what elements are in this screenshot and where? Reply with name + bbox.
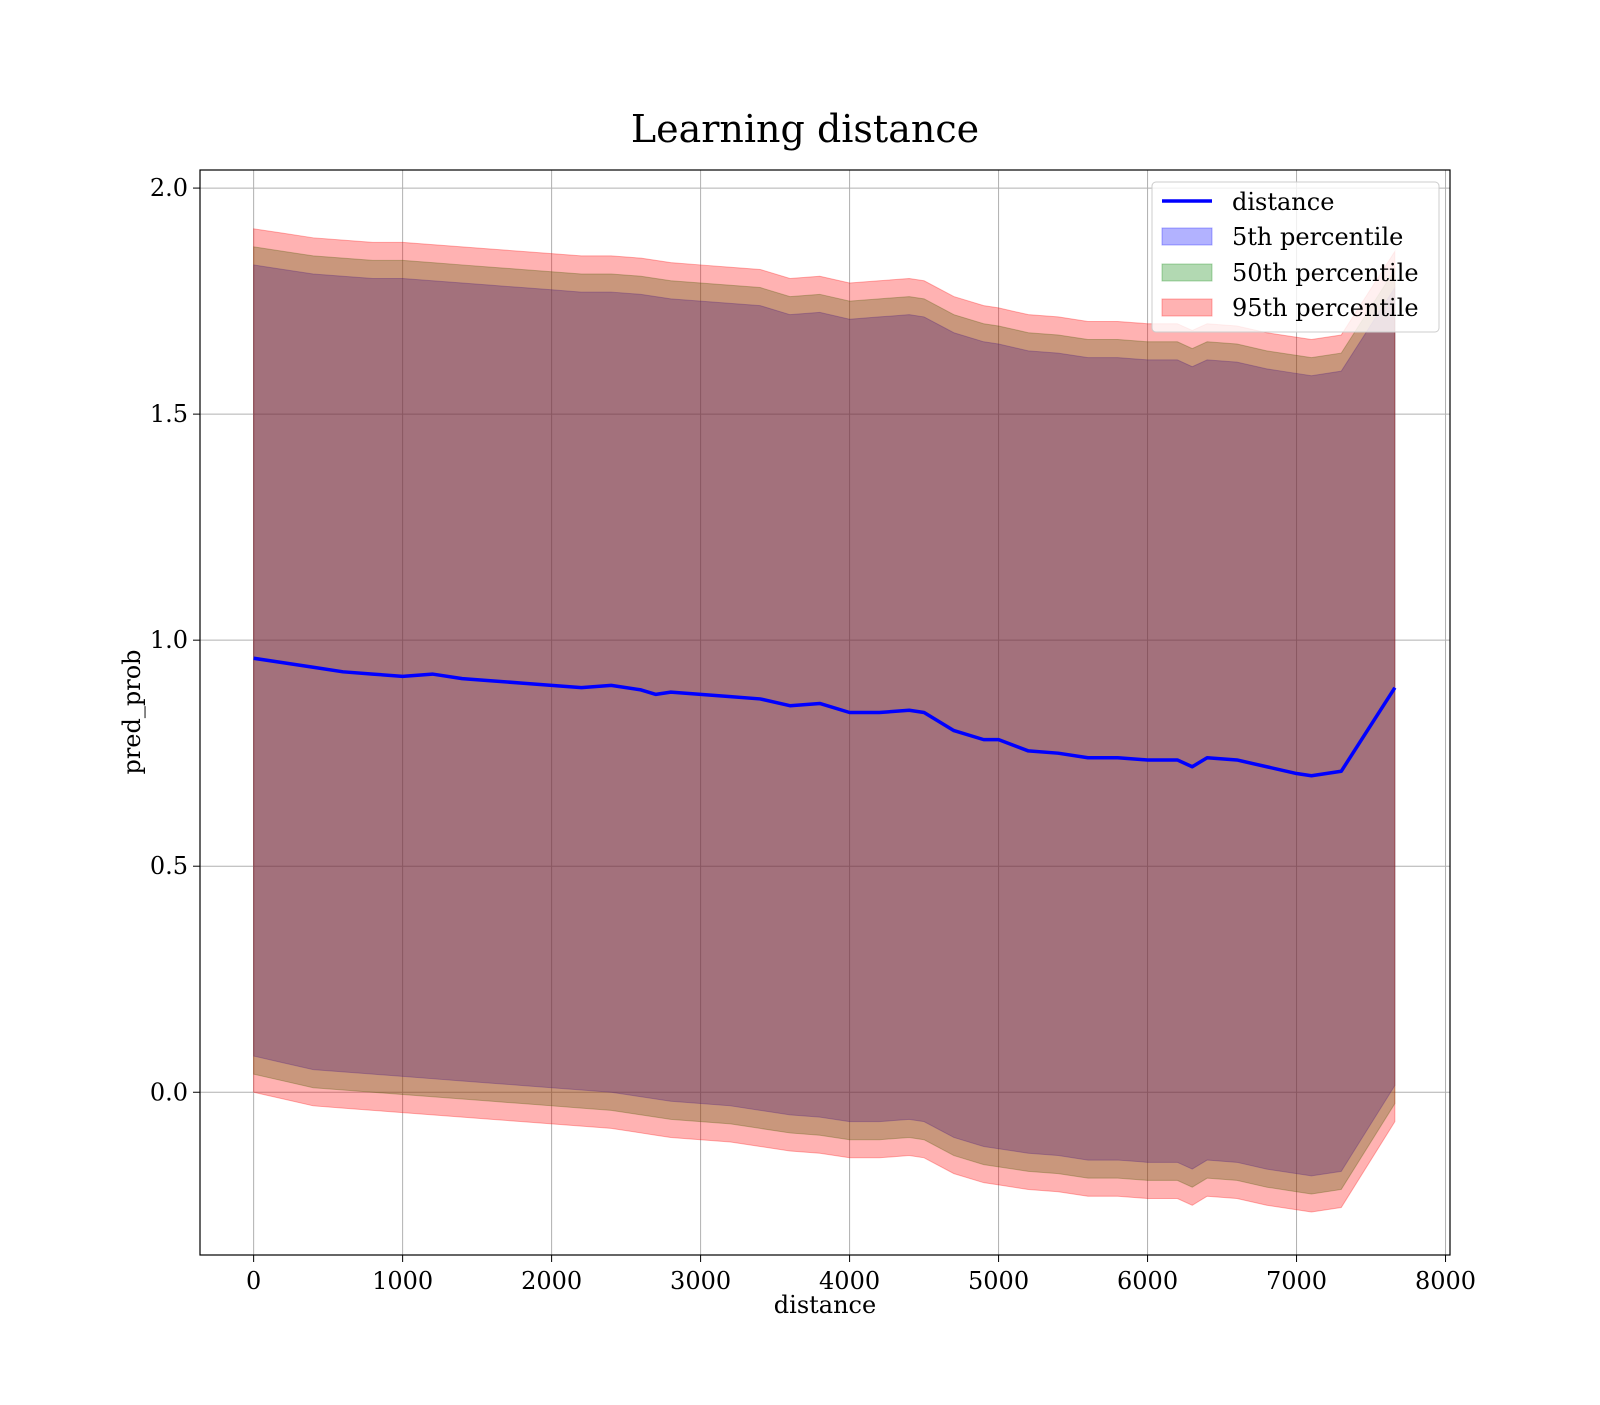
- tick-layer: 0 1000 2000 3000 4000 5000 6000 7000 8000 0.0 0.5 1…: [150, 174, 1476, 1295]
- distance-series-line: [253, 656, 1397, 778]
- legend-label-95th: 95th percentile: [1232, 294, 1419, 322]
- legend-swatch-50th: [1161, 263, 1213, 282]
- x-tick-label: 7000: [1266, 1267, 1327, 1295]
- legend-swatch-5th: [1161, 227, 1213, 246]
- line-layer: [253, 656, 1397, 778]
- band-95th-percentile: [253, 228, 1396, 1213]
- y-tick-label: 1.5: [150, 400, 188, 428]
- plot-frame: [199, 169, 1451, 1256]
- y-tick-label: 2.0: [150, 174, 188, 202]
- y-tick-label: 1.0: [150, 626, 188, 654]
- y-axis-label: pred_prob: [118, 649, 146, 774]
- x-tick-label: 3000: [670, 1267, 731, 1295]
- band-5th-percentile: [253, 264, 1396, 1177]
- x-tick-label: 1000: [372, 1267, 433, 1295]
- x-tick-label: 4000: [819, 1267, 880, 1295]
- x-tick-label: 2000: [521, 1267, 582, 1295]
- legend: distance 5th percentile 50th percentile …: [1151, 181, 1440, 333]
- legend-swatch-95th: [1161, 298, 1213, 317]
- x-tick-label: 8000: [1415, 1267, 1476, 1295]
- legend-box: [1151, 181, 1440, 333]
- x-tick-label: 6000: [1117, 1267, 1178, 1295]
- legend-label-distance: distance: [1232, 188, 1334, 216]
- legend-label-5th: 5th percentile: [1232, 223, 1403, 251]
- band-50th-percentile: [253, 246, 1396, 1195]
- chart-title: Learning distance: [631, 107, 979, 151]
- x-tick-label: 0: [246, 1267, 261, 1295]
- band-layer: [253, 228, 1396, 1213]
- y-tick-label: 0.0: [150, 1078, 188, 1106]
- y-tick-label: 0.5: [150, 852, 188, 880]
- x-axis-label: distance: [774, 1291, 876, 1319]
- legend-label-50th: 50th percentile: [1232, 259, 1419, 287]
- x-tick-label: 5000: [968, 1267, 1029, 1295]
